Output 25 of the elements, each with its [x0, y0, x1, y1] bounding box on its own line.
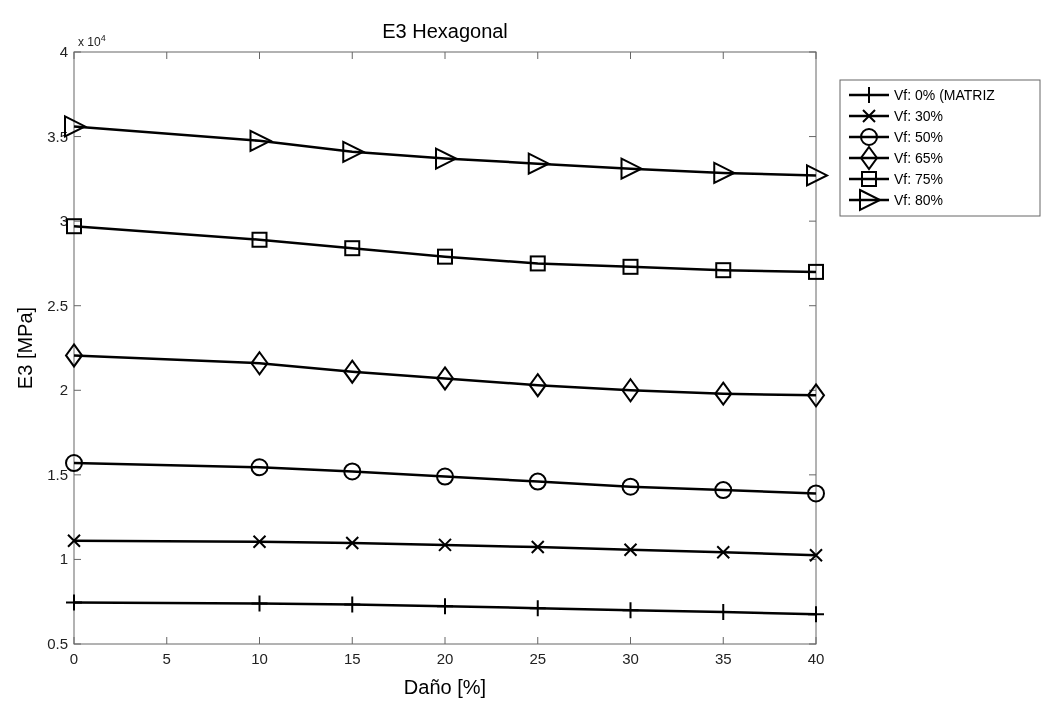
legend-label: Vf: 65%	[894, 150, 944, 166]
x-axis-title: Daño [%]	[403, 676, 487, 698]
x-tick-label: 15	[343, 650, 361, 667]
legend-label: Vf: 0% (MATRIZ	[894, 87, 996, 103]
y-axis-title: E3 [MPa]	[14, 306, 36, 390]
y-tick-label: 2.5	[47, 296, 68, 314]
y-tick-label: 1.5	[47, 465, 68, 483]
x-tick-label: 25	[529, 650, 547, 667]
y-tick-label: 4	[59, 43, 68, 60]
x-tick-label: 10	[251, 650, 268, 667]
y-tick-label: 0.5	[47, 635, 68, 652]
x-tick-label: 20	[436, 650, 454, 667]
chart-title: E3 Hexagonal	[382, 20, 508, 42]
x-tick-label: 30	[622, 650, 639, 667]
y-tick-label: 2	[59, 381, 68, 399]
y-tick-label: 1	[59, 550, 68, 568]
legend-label: Vf: 75%	[894, 171, 944, 187]
x-tick-label: 40	[807, 650, 825, 667]
x-tick-label: 0	[69, 650, 79, 667]
x-tick-label: 5	[162, 650, 171, 667]
x-tick-label: 35	[714, 650, 732, 667]
legend-label: Vf: 80%	[894, 192, 944, 208]
legend-label: Vf: 30%	[894, 108, 944, 124]
text: x 10$^{4}$	[78, 33, 106, 49]
legend-label: Vf: 50%	[894, 129, 944, 145]
